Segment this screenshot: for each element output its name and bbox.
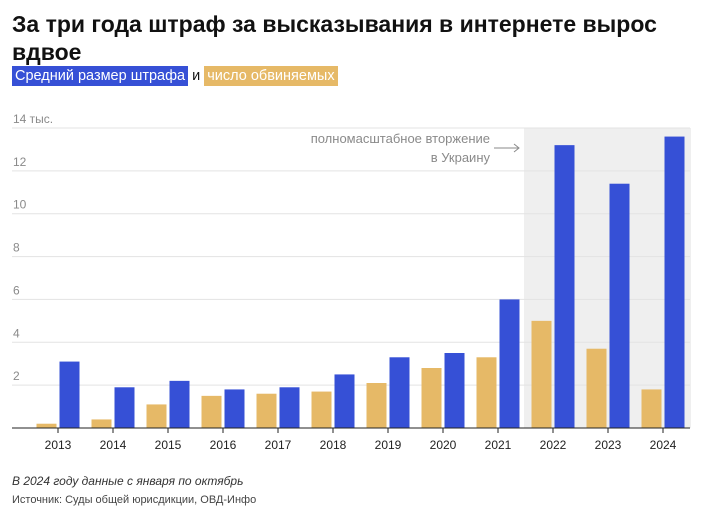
annotation-line2: в Украину bbox=[431, 150, 491, 165]
y-tick-label: 2 bbox=[13, 369, 20, 383]
y-tick-label: 4 bbox=[13, 326, 20, 340]
y-tick-label: 12 bbox=[13, 155, 27, 169]
x-tick-label: 2019 bbox=[375, 438, 402, 452]
x-tick-label: 2023 bbox=[595, 438, 622, 452]
bar-fine bbox=[499, 299, 520, 428]
annotation-line1: полномасштабное вторжение bbox=[311, 131, 490, 146]
bar-fine bbox=[389, 357, 410, 428]
y-tick-label: 14 тыс. bbox=[13, 112, 53, 126]
x-tick-label: 2016 bbox=[210, 438, 237, 452]
bar-defendants bbox=[311, 391, 332, 428]
x-tick-label: 2021 bbox=[485, 438, 512, 452]
x-tick-label: 2017 bbox=[265, 438, 292, 452]
bar-fine bbox=[114, 387, 135, 428]
bar-fine bbox=[224, 389, 245, 428]
bar-defendants bbox=[641, 389, 662, 428]
bar-fine bbox=[169, 380, 190, 428]
source-note: Источник: Суды общей юрисдикции, ОВД-Инф… bbox=[12, 494, 257, 506]
bar-defendants bbox=[531, 320, 552, 428]
bar-defendants bbox=[36, 423, 57, 428]
x-tick-label: 2015 bbox=[155, 438, 182, 452]
bar-defendants bbox=[366, 383, 387, 428]
chart-title: За три года штраф за высказывания в инте… bbox=[12, 11, 657, 65]
bar-fine bbox=[59, 361, 80, 428]
bar-defendants bbox=[421, 368, 442, 428]
bar-fine bbox=[609, 183, 630, 428]
bar-defendants bbox=[91, 419, 112, 428]
bar-defendants bbox=[146, 404, 167, 428]
bar-defendants bbox=[586, 348, 607, 428]
x-tick-label: 2014 bbox=[100, 438, 127, 452]
legend-fine: Средний размер штрафа bbox=[12, 66, 189, 86]
x-tick-label: 2022 bbox=[540, 438, 567, 452]
x-tick-label: 2013 bbox=[45, 438, 72, 452]
bar-fine bbox=[444, 353, 465, 428]
bar-fine bbox=[279, 387, 300, 428]
bar-fine bbox=[554, 145, 575, 428]
x-tick-label: 2020 bbox=[430, 438, 457, 452]
bar-fine bbox=[664, 136, 685, 429]
y-tick-label: 6 bbox=[13, 283, 20, 297]
highlight-region bbox=[524, 128, 691, 428]
x-tick-label: 2024 bbox=[650, 438, 677, 452]
bar-defendants bbox=[476, 357, 497, 428]
x-tick-label: 2018 bbox=[320, 438, 347, 452]
footnote: В 2024 году данные с января по октябрь bbox=[12, 474, 244, 488]
legend-and: и bbox=[192, 68, 201, 84]
y-tick-label: 8 bbox=[13, 241, 20, 255]
bar-defendants bbox=[201, 395, 222, 428]
bar-fine bbox=[334, 374, 355, 428]
legend: Средний размер штрафа и число обвиняемых bbox=[12, 66, 338, 86]
bar-chart: 2 4 6 8 10 12 14 тыс. 2013 2014 2015 2016 2017 2018… bbox=[12, 112, 691, 452]
y-tick-label: 10 bbox=[13, 198, 27, 212]
annotation-arrow-head bbox=[513, 143, 520, 153]
bar-defendants bbox=[256, 393, 277, 428]
legend-defendants: число обвиняемых bbox=[204, 66, 338, 86]
